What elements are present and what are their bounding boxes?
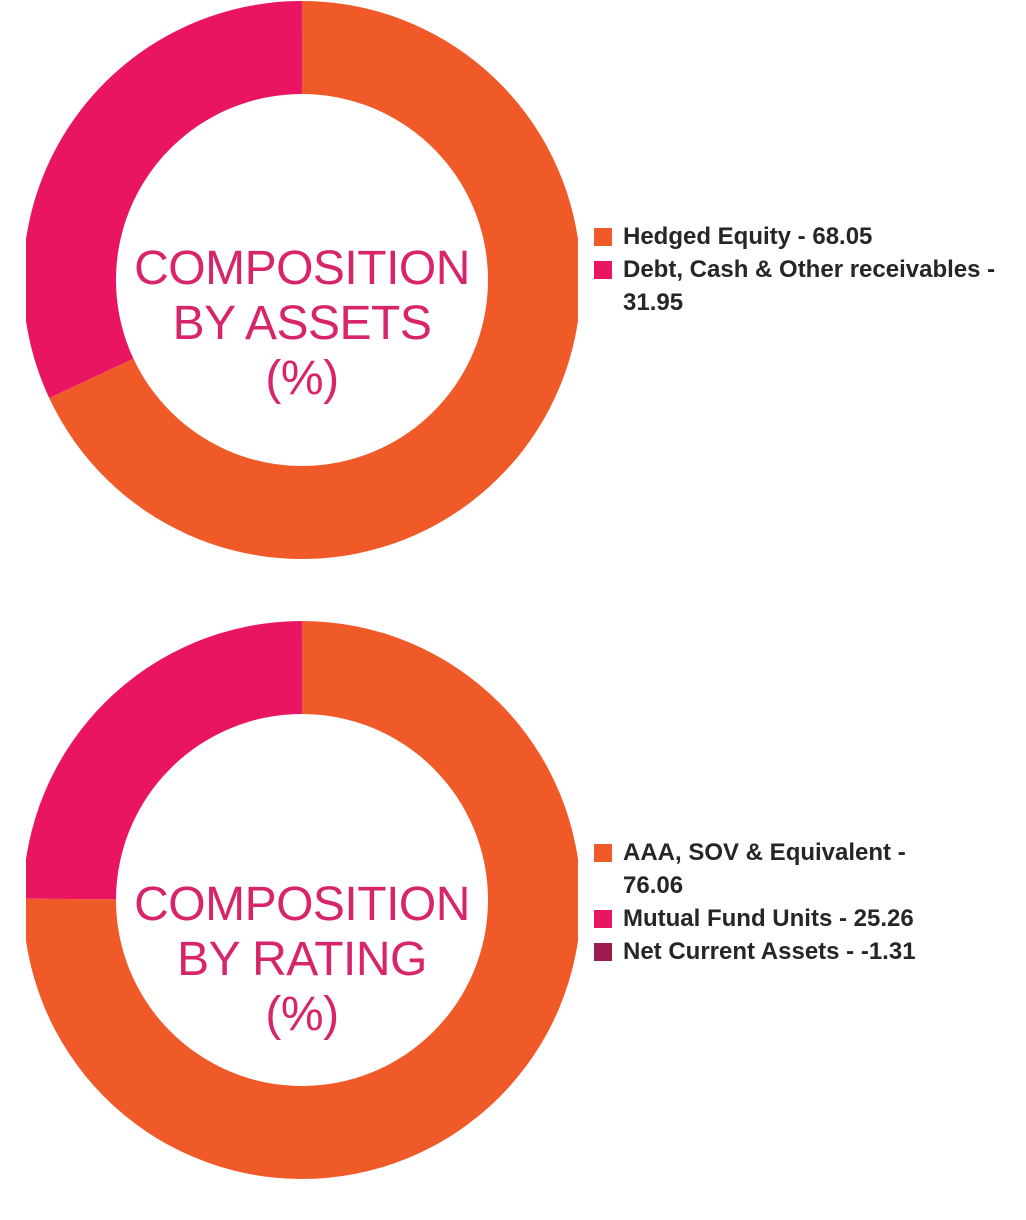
center-title-line: BY RATING: [177, 933, 427, 986]
donut-segment: [26, 621, 578, 1179]
rating-center-title: COMPOSITION BY RATING (%): [26, 877, 578, 1042]
legend-label: AAA, SOV & Equivalent - 76.06: [623, 839, 906, 899]
donut-segment: [26, 621, 302, 900]
legend-item: Debt, Cash & Other receivables - 31.95: [594, 253, 1026, 319]
assets-legend: Hedged Equity - 68.05 Debt, Cash & Other…: [594, 220, 1026, 319]
donut-segment: [26, 1, 302, 398]
center-title-line: (%): [265, 352, 339, 405]
rating-composition-chart: COMPOSITION BY RATING (%) AAA, SOV & Equ…: [0, 620, 1026, 1220]
legend-swatch: [594, 261, 612, 279]
legend-item: Net Current Assets - -1.31: [594, 935, 954, 968]
assets-donut: [26, 1, 578, 559]
rating-legend: AAA, SOV & Equivalent - 76.06 Mutual Fun…: [594, 836, 954, 968]
center-title-line: COMPOSITION: [134, 878, 470, 931]
center-title-line: BY ASSETS: [172, 297, 432, 350]
assets-center-title: COMPOSITION BY ASSETS (%): [26, 241, 578, 406]
legend-item: Mutual Fund Units - 25.26: [594, 902, 954, 935]
legend-swatch: [594, 943, 612, 961]
legend-swatch: [594, 228, 612, 246]
donut-segment: [49, 1, 578, 559]
legend-item: Hedged Equity - 68.05: [594, 220, 1026, 253]
legend-label: Hedged Equity - 68.05: [623, 223, 873, 250]
legend-swatch: [594, 844, 612, 862]
legend-swatch: [594, 910, 612, 928]
center-title-line: COMPOSITION: [134, 242, 470, 295]
rating-donut: [26, 621, 578, 1179]
assets-composition-chart: COMPOSITION BY ASSETS (%) Hedged Equity …: [0, 0, 1026, 600]
center-title-line: (%): [265, 988, 339, 1041]
legend-label: Debt, Cash & Other receivables - 31.95: [623, 256, 996, 316]
legend-label: Net Current Assets - -1.31: [623, 938, 916, 965]
legend-label: Mutual Fund Units - 25.26: [623, 905, 914, 932]
legend-item: AAA, SOV & Equivalent - 76.06: [594, 836, 954, 902]
